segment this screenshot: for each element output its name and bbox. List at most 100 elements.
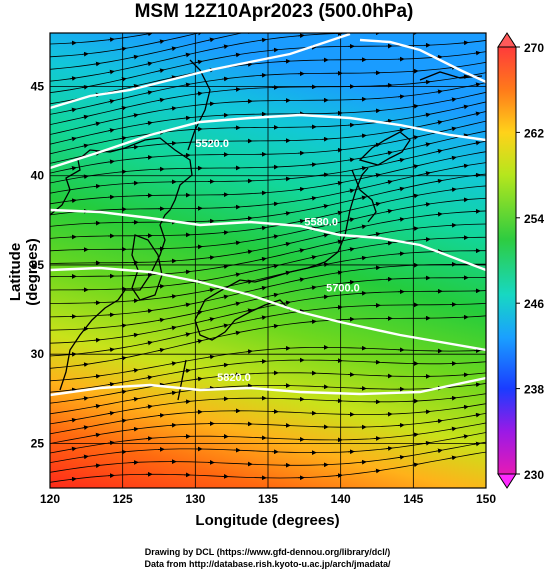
y-tick-label: 40	[31, 169, 45, 183]
wind-arrow	[397, 157, 405, 163]
streamline	[50, 223, 486, 278]
wind-arrow	[157, 347, 165, 353]
wind-arrow	[488, 90, 494, 91]
wind-arrow	[373, 468, 381, 474]
streamline	[50, 33, 401, 82]
wind-arrow	[183, 368, 191, 374]
wind-arrow	[234, 23, 240, 24]
y-tick-label: 25	[31, 436, 45, 450]
wind-arrow	[461, 74, 469, 80]
wind-arrow	[473, 172, 481, 178]
wind-arrow	[157, 284, 165, 289]
wind-arrow	[169, 75, 177, 80]
wind-arrow	[207, 37, 215, 43]
wind-arrow	[321, 233, 329, 238]
wind-arrow	[119, 389, 127, 395]
wind-arrow	[245, 62, 253, 67]
x-tick-label: 130	[185, 492, 205, 506]
wind-arrow	[347, 247, 355, 252]
wind-arrow	[131, 396, 139, 402]
wind-arrow	[93, 463, 101, 469]
streamline	[50, 91, 486, 145]
wind-arrow	[347, 188, 355, 194]
wind-arrow	[461, 434, 469, 439]
wind-arrow	[411, 103, 419, 109]
wind-arrow	[271, 201, 279, 207]
wind-arrow	[233, 301, 241, 307]
streamline	[50, 173, 486, 227]
wind-arrow	[119, 135, 127, 141]
wind-arrow	[195, 91, 203, 97]
wind-arrow	[233, 240, 241, 246]
wind-arrow	[107, 69, 115, 75]
wind-arrow	[488, 150, 494, 151]
streamline	[50, 140, 486, 194]
wind-arrow	[81, 174, 89, 180]
wind-arrow	[321, 294, 329, 300]
wind-arrow	[69, 166, 77, 171]
streamline	[50, 372, 486, 404]
wind-arrow	[309, 162, 317, 168]
wind-arrow	[107, 128, 115, 133]
wind-arrow	[119, 323, 127, 329]
wind-arrow	[245, 349, 253, 354]
wind-arrow	[359, 255, 367, 261]
wind-arrow	[69, 351, 77, 357]
wind-arrow	[259, 315, 267, 321]
wind-arrow	[81, 454, 89, 460]
wind-arrow	[119, 418, 127, 424]
wind-arrow	[195, 376, 203, 382]
wind-arrow	[107, 159, 115, 165]
wind-arrow	[93, 337, 101, 343]
wind-arrow	[157, 68, 165, 73]
wind-arrow	[222, 17, 228, 18]
wind-arrow	[347, 157, 355, 163]
wind-arrow	[488, 361, 494, 362]
plot-frame	[49, 32, 487, 489]
wind-arrow	[81, 143, 89, 149]
wind-arrow	[449, 126, 457, 132]
wind-arrow	[107, 382, 115, 387]
wind-arrow	[473, 382, 481, 388]
wind-arrow	[207, 317, 215, 322]
wind-arrow	[385, 179, 393, 185]
wind-arrow	[183, 332, 191, 337]
wind-arrow	[435, 120, 443, 125]
wind-arrow	[297, 277, 305, 283]
height-contour	[50, 33, 351, 110]
wind-arrow	[473, 412, 481, 418]
x-tick-label: 135	[258, 492, 278, 506]
wind-arrow	[207, 287, 215, 293]
wind-arrow	[221, 44, 229, 50]
wind-arrow	[93, 61, 101, 67]
contour-label: 5820.0	[217, 372, 251, 384]
contour-labels: 5520.0 5580.0 5700.0 5820.0	[195, 138, 359, 384]
wind-arrow	[81, 362, 89, 368]
height-contour	[359, 38, 486, 84]
wind-arrow	[107, 99, 115, 104]
y-tick-label: 45	[31, 80, 45, 94]
wind-arrow	[373, 108, 381, 114]
x-tick-label: 150	[476, 492, 496, 506]
streamline	[50, 197, 486, 252]
wind-arrow	[183, 82, 191, 88]
y-axis-ticks: 25 30 35 40 45	[31, 80, 45, 451]
wind-arrow	[259, 225, 267, 231]
streamline	[50, 347, 486, 382]
wind-arrow	[245, 308, 253, 314]
wind-arrow	[385, 446, 393, 451]
wind-arrow	[81, 84, 89, 90]
wind-arrow	[488, 28, 494, 29]
wind-arrow	[449, 455, 457, 461]
wind-arrow	[169, 106, 177, 111]
streamline	[50, 185, 486, 239]
streamline	[50, 33, 201, 58]
contour-label: 5700.0	[326, 283, 360, 295]
wind-arrow	[271, 47, 279, 53]
height-contours	[50, 33, 486, 397]
wind-arrow	[423, 440, 431, 446]
x-axis-ticks: 120 125 130 135 140 145 150	[40, 492, 496, 506]
streamline	[50, 359, 486, 393]
wind-arrow	[488, 61, 494, 62]
